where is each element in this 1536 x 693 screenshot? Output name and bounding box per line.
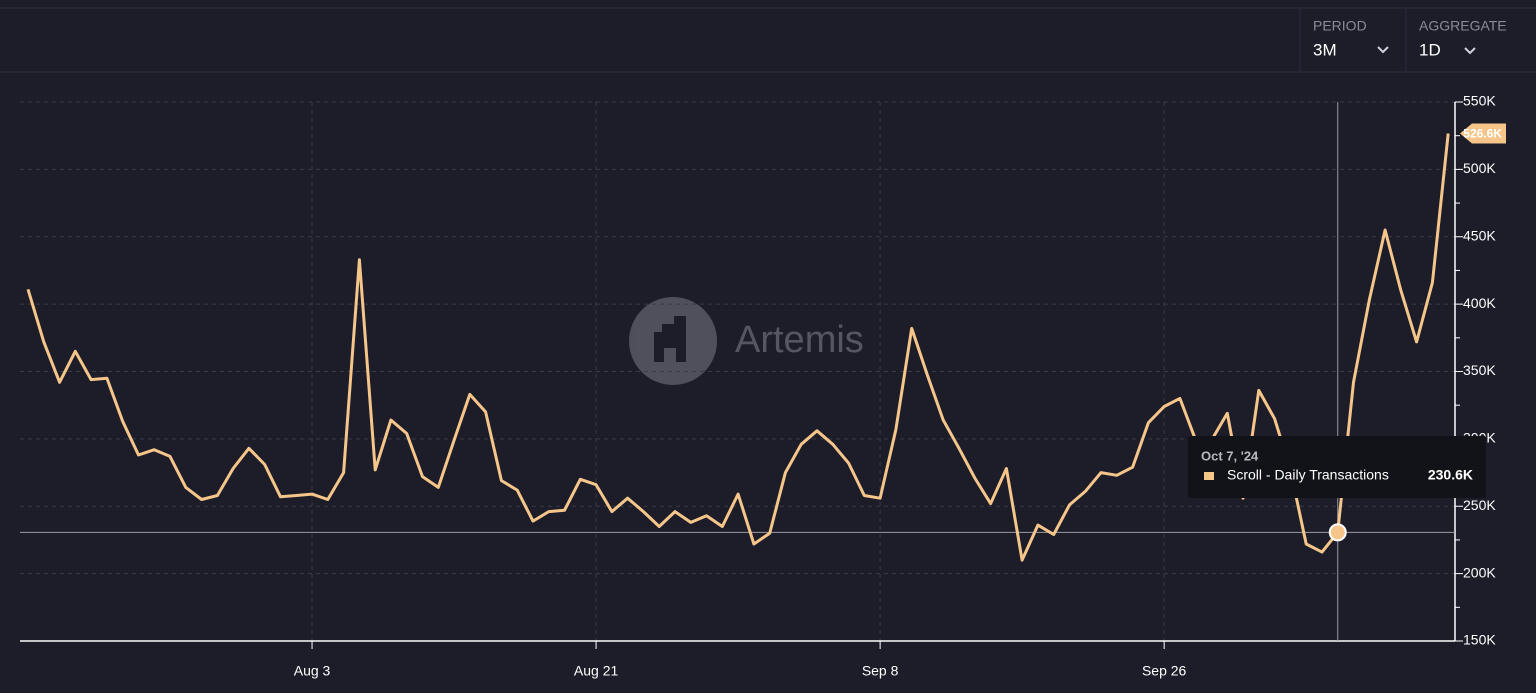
y-tick-label: 450K <box>1463 227 1496 243</box>
watermark-logo <box>629 297 717 385</box>
y-tick-label: 200K <box>1463 564 1496 580</box>
last-value-tag <box>1460 123 1506 144</box>
y-tick-label: 500K <box>1463 160 1496 176</box>
aggregate-value: 1D <box>1419 40 1441 59</box>
period-select[interactable]: PERIOD 3M <box>1313 18 1389 60</box>
tooltip: Oct 7, '24 Scroll - Daily Transactions 230… <box>1188 436 1486 498</box>
x-tick-label: Sep 8 <box>862 663 899 679</box>
chevron <box>1377 46 1389 54</box>
watermark-icon <box>654 316 686 362</box>
hover-point <box>1328 523 1347 542</box>
y-tick-label: 400K <box>1463 295 1496 311</box>
aggregate-select[interactable]: AGGREGATE 1D <box>1419 18 1507 60</box>
x-tick-label: Sep 26 <box>1142 663 1187 679</box>
tooltip-value: 230.6K <box>1428 467 1473 483</box>
y-tick-label: 150K <box>1463 632 1496 648</box>
period-value: 3M <box>1313 40 1337 59</box>
legend-label: Scroll - Daily Transactions <box>1227 467 1389 483</box>
x-tick-label: Aug 3 <box>294 663 331 679</box>
watermark-text: Artemis <box>735 319 864 361</box>
y-tick-label: 250K <box>1463 497 1496 513</box>
aggregate-label: AGGREGATE <box>1419 18 1507 34</box>
period-label: PERIOD <box>1313 18 1367 34</box>
tooltip-date: Oct 7, '24 <box>1201 448 1259 463</box>
last-value-label: 526.6K <box>1463 127 1502 141</box>
x-tick-label: Aug 21 <box>574 663 619 679</box>
y-tick-label: 350K <box>1463 362 1496 378</box>
legend-swatch <box>1204 472 1214 480</box>
y-tick-label: 550K <box>1463 93 1496 109</box>
watermark: Artemis <box>629 297 864 385</box>
tooltip-box <box>1188 436 1486 498</box>
chevron <box>1464 47 1476 55</box>
